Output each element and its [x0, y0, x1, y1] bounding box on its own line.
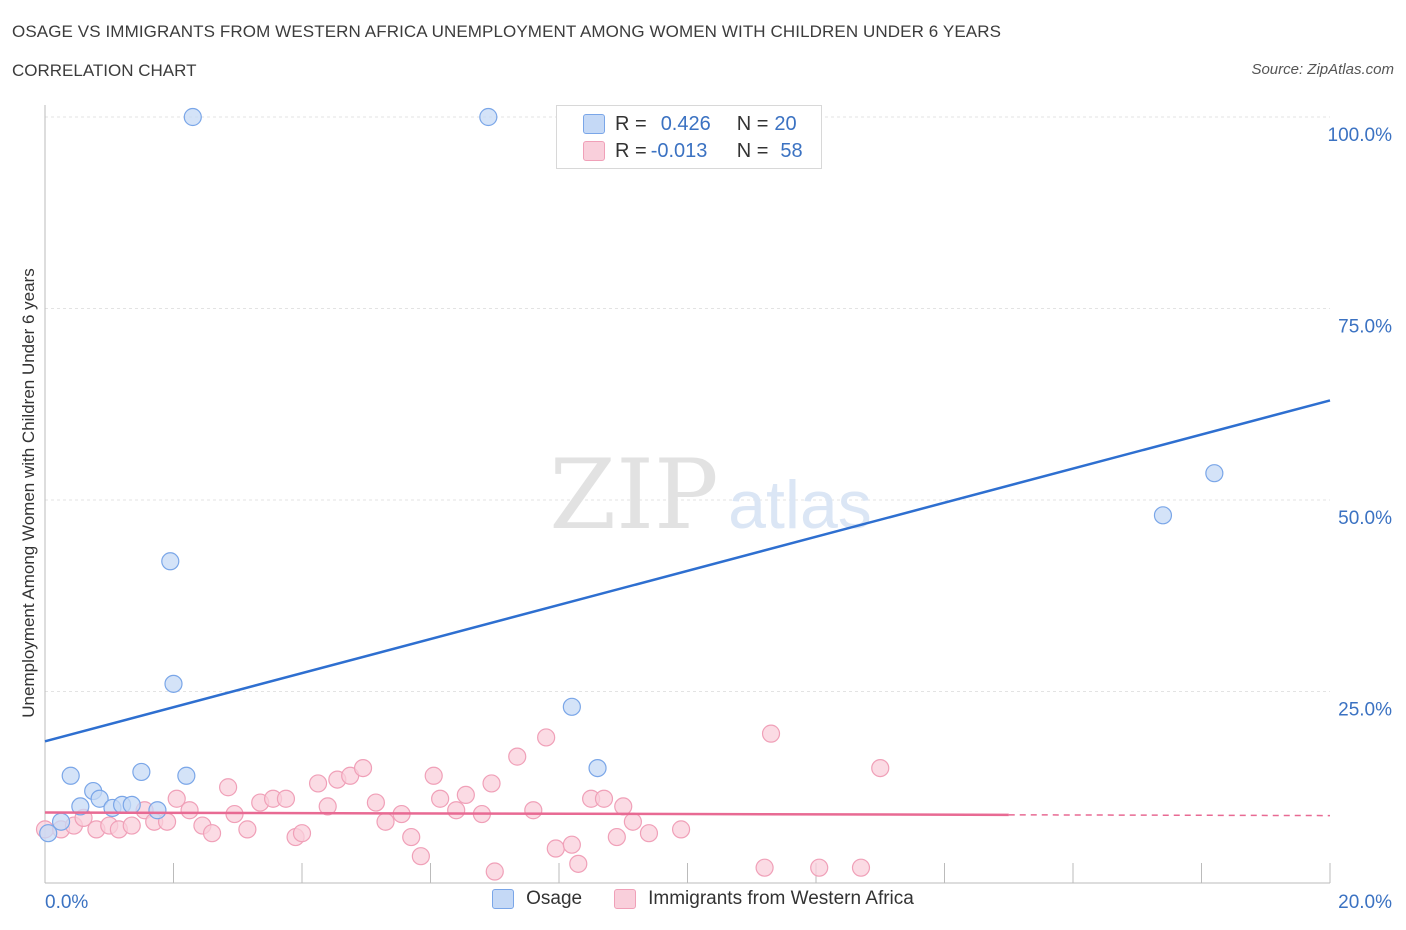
r-value: -0.013	[650, 139, 708, 162]
osage-point	[51, 812, 71, 831]
immigrants-point	[810, 858, 829, 877]
immigrants-point	[411, 847, 430, 866]
legend-label-immigrants: Immigrants from Western Africa	[648, 888, 914, 909]
trend-lines	[44, 399, 1331, 817]
immigrants-point	[524, 801, 543, 820]
osage-point	[183, 107, 202, 127]
r-label: R =	[615, 112, 647, 135]
immigrants-trend-line	[44, 811, 1009, 817]
immigrants-swatch-icon	[583, 141, 605, 161]
immigrants-point	[623, 812, 642, 831]
osage-point	[39, 824, 58, 843]
osage-point	[1205, 464, 1224, 483]
tick-labels: 25.0% 50.0% 75.0% 100.0% 0.0% 20.0%	[45, 125, 1392, 913]
legend-label-osage: Osage	[526, 888, 583, 909]
immigrants-point	[402, 827, 421, 847]
immigrants-point	[353, 758, 373, 778]
osage-point	[177, 766, 196, 785]
immigrants-point	[219, 778, 238, 797]
immigrants-point	[482, 774, 501, 793]
immigrants-point	[594, 789, 614, 808]
osage-point	[122, 795, 141, 814]
immigrants-point	[851, 858, 871, 877]
osage-point	[1153, 506, 1173, 525]
n-label: N =	[736, 139, 769, 162]
stats-legend-row-immigrants: R = -0.013 N = 58	[583, 138, 803, 164]
immigrants-point	[755, 858, 774, 877]
osage-point	[161, 552, 180, 571]
immigrants-point	[292, 824, 312, 843]
watermark-zip: ZIP	[549, 439, 718, 551]
immigrants-point	[238, 820, 257, 839]
x-tick-label: 0.0%	[45, 892, 88, 913]
y-axis-label: Unemployment Among Women with Children U…	[19, 268, 38, 717]
immigrants-point	[508, 747, 527, 766]
osage-point	[71, 797, 90, 816]
immigrants-legend-icon	[614, 889, 637, 909]
n-value: 58	[780, 139, 803, 162]
series-legend: Osage Immigrants from Western Africa	[0, 888, 1406, 910]
legend-item-osage: Osage	[492, 888, 582, 910]
osage-point	[148, 801, 167, 820]
immigrants-point	[366, 793, 385, 812]
osage-point	[479, 107, 498, 127]
chart-subtitle: CORRELATION CHART	[12, 61, 197, 80]
immigrants-point	[569, 854, 588, 873]
osage-swatch-icon	[583, 114, 605, 134]
immigrants-point	[671, 820, 691, 839]
immigrants-point	[562, 835, 581, 854]
immigrants-point	[537, 728, 556, 747]
immigrants-point	[447, 801, 466, 820]
immigrants-point	[376, 812, 395, 831]
source-credit: Source: ZipAtlas.com	[1251, 61, 1394, 78]
immigrants-trend-line-dashed	[1008, 814, 1331, 817]
immigrants-point	[485, 862, 504, 881]
n-label: N =	[736, 112, 769, 135]
y-tick-label: 100.0%	[1328, 125, 1393, 146]
data-points	[35, 107, 1224, 881]
immigrants-point	[639, 824, 659, 843]
osage-legend-icon	[492, 889, 515, 909]
watermark-atlas: atlas	[728, 467, 872, 543]
osage-point	[562, 697, 581, 716]
immigrants-point	[614, 797, 633, 816]
immigrants-point	[276, 789, 296, 808]
immigrants-point	[431, 789, 450, 808]
immigrants-point	[871, 758, 890, 778]
axes	[44, 105, 1331, 884]
osage-point	[61, 766, 80, 785]
immigrants-point	[122, 816, 141, 835]
osage-point	[588, 758, 607, 778]
osage-point	[132, 762, 151, 782]
chart-title: OSAGE VS IMMIGRANTS FROM WESTERN AFRICA …	[12, 22, 1002, 41]
r-value: 0.426	[660, 112, 711, 135]
stats-legend-row-osage: R = 0.426 N = 20	[583, 111, 797, 137]
immigrants-point	[607, 827, 626, 847]
watermark: ZIP atlas	[549, 439, 871, 551]
immigrants-point	[180, 801, 199, 820]
immigrants-point	[167, 789, 186, 808]
x-tick-label: 20.0%	[1338, 892, 1392, 913]
immigrants-point	[308, 774, 328, 793]
n-value: 20	[774, 112, 797, 135]
immigrants-point	[318, 797, 337, 816]
y-tick-label: 50.0%	[1338, 508, 1392, 529]
y-tick-label: 75.0%	[1338, 317, 1392, 338]
legend-item-immigrants: Immigrants from Western Africa	[614, 888, 914, 910]
immigrants-point	[202, 824, 222, 843]
immigrants-point	[424, 766, 443, 785]
immigrants-point	[546, 839, 565, 858]
osage-trend-line	[44, 399, 1331, 743]
y-tick-label: 25.0%	[1338, 700, 1392, 721]
osage-point	[90, 789, 109, 808]
immigrants-point	[761, 724, 781, 743]
stats-legend: R = 0.426 N = 20 R = -0.013 N = 58	[556, 105, 822, 169]
osage-point	[164, 674, 183, 693]
immigrants-point	[456, 785, 475, 805]
r-label: R =	[615, 139, 647, 162]
gridlines	[45, 116, 1330, 692]
